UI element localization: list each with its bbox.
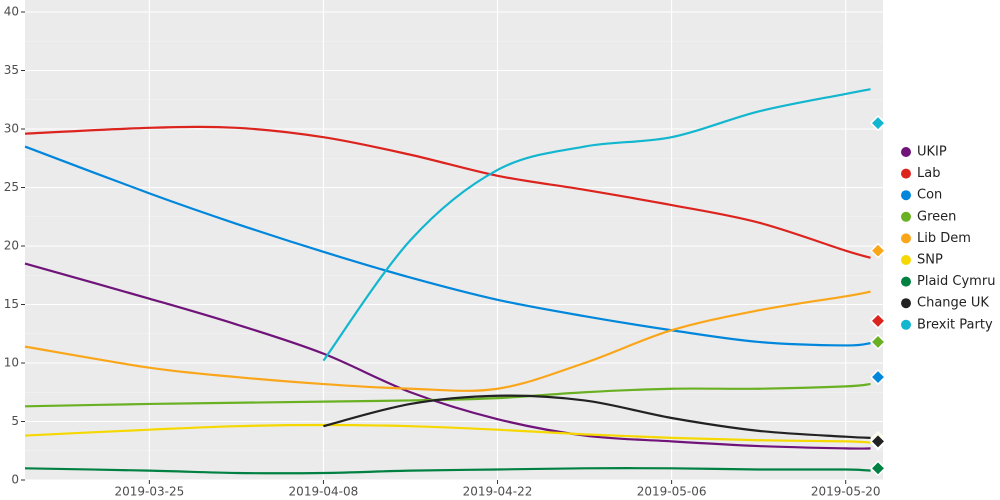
series-line: [24, 290, 871, 392]
legend-label: Green: [917, 209, 956, 224]
y-tick-label: 5: [11, 414, 19, 428]
series-line: [322, 88, 871, 362]
x-tick-label: 2019-03-25: [114, 485, 184, 499]
legend-label: Lab: [917, 166, 940, 181]
legend-swatch: [901, 255, 911, 265]
y-tick-label: 25: [4, 180, 19, 194]
result-marker: [869, 242, 887, 259]
result-marker: [869, 333, 887, 351]
legend-label: SNP: [917, 253, 943, 268]
x-tick-label: 2019-04-22: [463, 485, 533, 499]
result-marker: [869, 312, 887, 329]
result-marker: [869, 433, 887, 450]
legend-swatch: [901, 168, 911, 179]
legend-swatch: [901, 319, 911, 330]
legend: UKIP Lab Con Green Lib Dem SNP Plaid Cymru Chan…: [901, 145, 995, 332]
result-marker: [869, 460, 887, 477]
y-tick-label: 40: [4, 5, 19, 19]
legend-swatch: [901, 298, 911, 309]
x-tick-label: 2019-05-20: [811, 485, 881, 499]
y-tick-label: 35: [4, 63, 19, 77]
legend-label: Plaid Cymru: [917, 274, 995, 289]
x-tick-label: 2019-05-06: [637, 485, 707, 499]
legend-label: Change UK: [917, 296, 989, 311]
series-line: [24, 382, 871, 408]
legend-swatch: [901, 276, 911, 287]
legend-label: Con: [917, 188, 942, 203]
legend-label: UKIP: [917, 145, 947, 160]
legend-label: Lib Dem: [917, 231, 971, 246]
x-tick-label: 2019-04-08: [289, 485, 359, 499]
series-line: [24, 423, 871, 444]
legend-swatch: [901, 211, 911, 222]
series-line: [24, 262, 871, 450]
y-tick-label: 0: [11, 473, 19, 487]
legend-swatch: [901, 147, 911, 157]
series-line: [24, 145, 871, 347]
y-tick-label: 10: [4, 356, 19, 370]
legend-swatch: [901, 190, 911, 201]
y-tick-label: 15: [4, 297, 19, 311]
result-marker: [869, 368, 887, 386]
series-line: [323, 394, 871, 439]
legend-swatch: [901, 233, 911, 244]
y-tick-label: 20: [4, 239, 19, 253]
result-marker: [869, 115, 887, 132]
legend-label: Brexit Party: [917, 317, 993, 332]
y-tick-label: 30: [4, 122, 19, 136]
series-line: [24, 467, 871, 475]
